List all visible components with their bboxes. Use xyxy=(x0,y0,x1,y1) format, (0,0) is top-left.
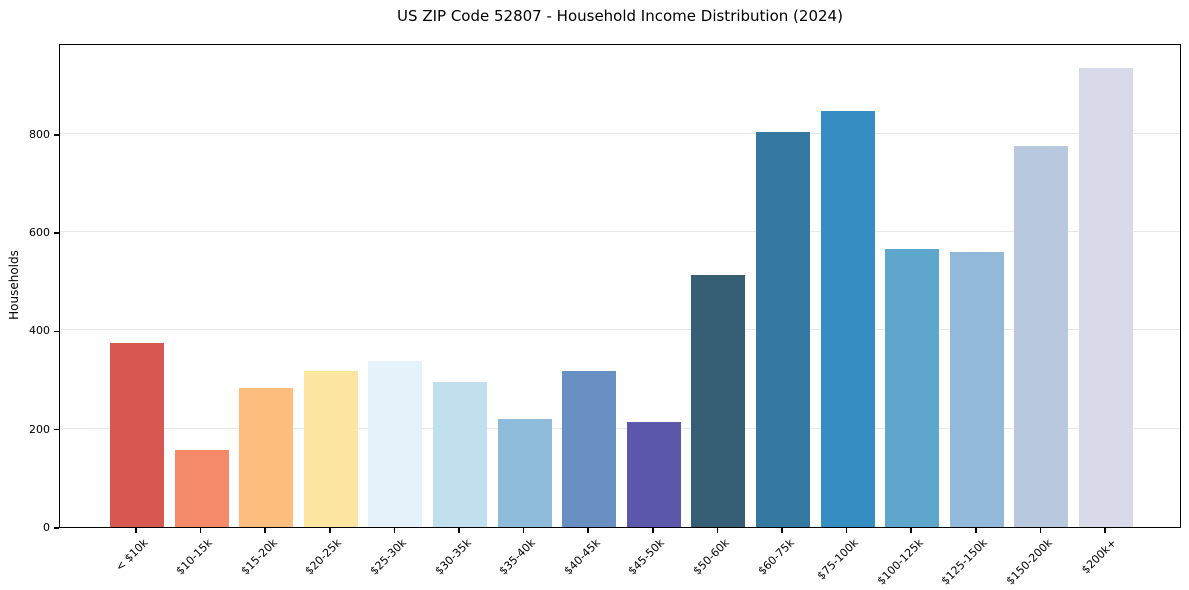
y-tick-label-0: 0 xyxy=(43,521,50,534)
gridline-200 xyxy=(60,427,1180,429)
bar-$20-25k xyxy=(303,370,358,527)
bar-$75-100k xyxy=(820,111,875,527)
x-tick-mark xyxy=(522,528,525,533)
x-tick-label-< $10k: < $10k xyxy=(112,536,151,574)
x-tick-label-$100-125k: $100-125k xyxy=(874,536,926,588)
gridline-600 xyxy=(60,231,1180,233)
x-tick-mark xyxy=(587,528,589,533)
y-tick-mark xyxy=(54,134,59,136)
bar-$45-50k xyxy=(626,421,681,527)
x-tick-label-$45-50k: $45-50k xyxy=(626,536,668,578)
x-tick-label-$125-150k: $125-150k xyxy=(939,536,991,588)
plot-area xyxy=(59,44,1181,528)
x-tick-mark xyxy=(199,528,202,533)
x-tick-label-$40-45k: $40-45k xyxy=(561,536,603,578)
x-tick-mark xyxy=(393,528,396,533)
x-tick-mark xyxy=(845,528,848,533)
x-tick-label-$20-25k: $20-25k xyxy=(303,536,345,578)
x-tick-label-$50-60k: $50-60k xyxy=(690,536,732,578)
x-tick-mark xyxy=(458,528,460,533)
gridline-400 xyxy=(60,329,1180,331)
bar-$150-200k xyxy=(1014,145,1069,527)
x-tick-label-$60-75k: $60-75k xyxy=(755,536,797,578)
x-tick-mark xyxy=(910,528,912,533)
bar-< $10k xyxy=(110,342,164,527)
bar-$10-15k xyxy=(174,449,229,527)
y-tick-label-600: 600 xyxy=(29,226,50,240)
x-tick-label-$200k+: $200k+ xyxy=(1079,536,1120,577)
y-tick-mark xyxy=(54,428,59,431)
y-tick-label-400: 400 xyxy=(29,324,50,338)
bar-$50-60k xyxy=(691,274,746,527)
x-tick-label-$35-40k: $35-40k xyxy=(496,536,539,578)
bar-$15-20k xyxy=(239,388,294,527)
x-tick-label-$10-15k: $10-15k xyxy=(173,536,216,578)
y-tick-mark xyxy=(54,232,59,234)
bar-$100-125k xyxy=(885,248,940,527)
x-tick-label-$15-20k: $15-20k xyxy=(238,536,280,578)
chart-title: US ZIP Code 52807 - Household Income Dis… xyxy=(397,7,843,25)
x-tick-label-$30-35k: $30-35k xyxy=(432,536,474,578)
y-tick-label-200: 200 xyxy=(29,422,50,436)
bar-$60-75k xyxy=(756,132,810,527)
x-tick-mark xyxy=(1039,528,1042,533)
y-tick-mark xyxy=(54,330,59,333)
x-tick-mark xyxy=(975,528,977,533)
x-tick-mark xyxy=(329,528,331,533)
x-tick-mark xyxy=(135,528,137,533)
x-tick-mark xyxy=(781,528,783,533)
x-tick-label-$75-100k: $75-100k xyxy=(814,536,862,583)
y-tick-mark xyxy=(54,527,59,529)
x-tick-label-$150-200k: $150-200k xyxy=(1003,536,1055,588)
x-tick-mark xyxy=(716,528,719,533)
y-axis-label: Households xyxy=(7,250,21,320)
bar-$25-30k xyxy=(368,360,423,527)
bar-$30-35k xyxy=(433,381,487,527)
y-tick-label-800: 800 xyxy=(29,127,50,141)
bar-$35-40k xyxy=(497,419,552,527)
bar-$40-45k xyxy=(562,370,617,527)
gridline-800 xyxy=(60,132,1180,134)
x-tick-mark xyxy=(1104,528,1106,533)
x-tick-mark xyxy=(652,528,654,533)
x-tick-mark xyxy=(264,528,266,533)
bar-$200k+ xyxy=(1079,68,1133,527)
bar-$125-150k xyxy=(949,251,1004,527)
x-tick-label-$25-30k: $25-30k xyxy=(367,536,409,578)
